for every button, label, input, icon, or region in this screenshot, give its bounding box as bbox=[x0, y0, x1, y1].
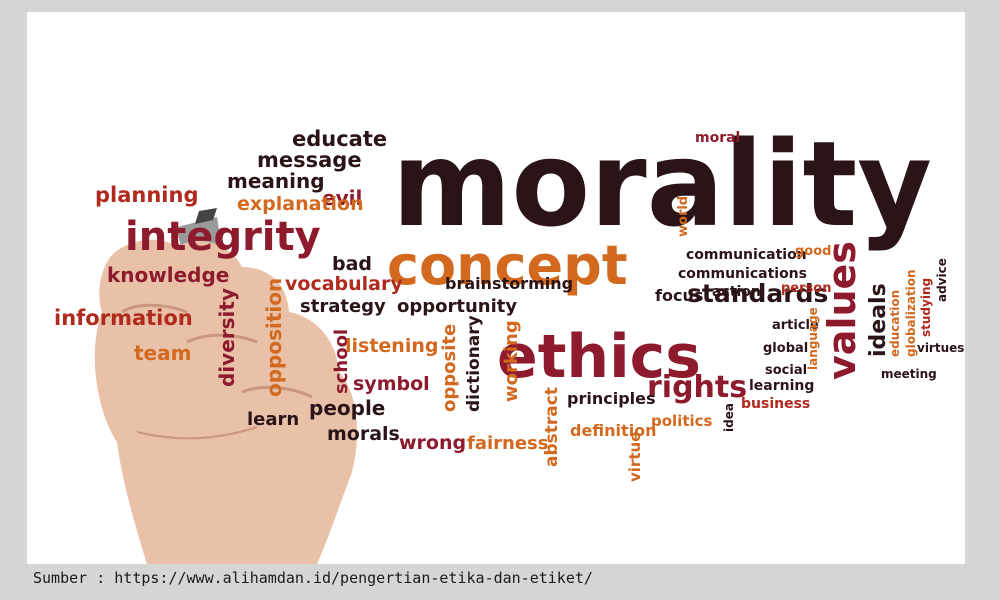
cloud-word-abstract: abstract bbox=[542, 387, 562, 467]
cloud-word-focus: focus bbox=[655, 286, 703, 305]
cloud-word-opposition: opposition bbox=[262, 278, 286, 397]
cloud-word-diversity: diversity bbox=[215, 288, 239, 387]
cloud-word-integrity: integrity bbox=[125, 214, 321, 260]
cloud-word-school: school bbox=[331, 329, 352, 394]
cloud-word-opportunity: opportunity bbox=[397, 296, 517, 317]
cloud-word-learning: learning bbox=[749, 378, 814, 394]
cloud-word-virtue: virtue bbox=[626, 432, 644, 482]
cloud-word-wrong: wrong bbox=[399, 432, 466, 454]
cloud-word-vocabulary: vocabulary bbox=[285, 273, 403, 295]
cloud-word-rights: rights bbox=[647, 370, 747, 405]
cloud-word-knowledge: knowledge bbox=[107, 263, 229, 287]
cloud-word-dictionary: dictionary bbox=[464, 315, 484, 412]
cloud-word-studying: studying bbox=[919, 278, 933, 337]
cloud-word-evil: evil bbox=[322, 186, 362, 210]
cloud-word-article: article bbox=[772, 318, 819, 333]
cloud-word-principles: principles bbox=[567, 389, 656, 408]
cloud-word-advice: advice bbox=[935, 258, 949, 302]
cloud-word-concept: concept bbox=[387, 234, 628, 297]
cloud-word-listening: listening bbox=[345, 335, 438, 357]
cloud-word-standards: standards bbox=[687, 279, 828, 308]
cloud-word-brainstorming: brainstorming bbox=[445, 274, 573, 293]
cloud-word-morality: morality bbox=[392, 115, 932, 253]
cloud-word-learn: learn bbox=[247, 409, 299, 430]
cloud-word-person: person bbox=[781, 281, 831, 296]
cloud-word-educate: educate bbox=[292, 127, 387, 151]
cloud-word-morals: morals bbox=[327, 423, 400, 445]
cloud-word-fairness: fairness bbox=[467, 433, 548, 454]
cloud-word-message: message bbox=[257, 148, 362, 172]
cloud-word-working: working bbox=[501, 320, 522, 402]
cloud-word-action: action bbox=[712, 284, 761, 300]
image-frame: morality concept ethics integrity values stan… bbox=[27, 12, 965, 564]
cloud-word-meaning: meaning bbox=[227, 169, 325, 193]
cloud-word-communications: communications bbox=[678, 266, 807, 282]
cloud-word-communication: communication bbox=[686, 247, 807, 263]
cloud-word-people: people bbox=[309, 396, 385, 420]
cloud-word-planning: planning bbox=[95, 183, 198, 207]
cloud-word-idea: idea bbox=[722, 403, 736, 432]
hand-with-marker bbox=[94, 208, 358, 564]
cloud-word-politics: politics bbox=[651, 412, 713, 430]
cloud-word-world: world bbox=[676, 196, 691, 237]
cloud-word-virtues: virtues bbox=[917, 341, 964, 355]
cloud-word-good: good bbox=[795, 244, 831, 259]
cloud-word-explanation: explanation bbox=[237, 193, 364, 215]
cloud-word-bad: bad bbox=[332, 253, 372, 275]
cloud-word-globalization: globalization bbox=[904, 269, 918, 357]
cloud-word-values: values bbox=[820, 241, 864, 380]
cloud-word-language: language bbox=[806, 307, 820, 370]
cloud-word-education: education bbox=[888, 290, 902, 357]
cloud-word-ideals: ideals bbox=[866, 283, 891, 357]
cloud-word-strategy: strategy bbox=[300, 296, 386, 317]
cloud-word-meeting: meeting bbox=[881, 367, 937, 381]
cloud-word-social: social bbox=[765, 363, 807, 378]
cloud-word-moral: moral bbox=[695, 130, 740, 146]
cloud-word-opposite: opposite bbox=[439, 324, 460, 412]
cloud-word-definition: definition bbox=[570, 421, 657, 440]
cloud-word-symbol: symbol bbox=[353, 373, 430, 395]
cloud-word-ethics: ethics bbox=[497, 322, 701, 392]
cloud-word-information: information bbox=[54, 306, 193, 330]
cloud-word-business: business bbox=[741, 396, 810, 412]
cloud-word-team: team bbox=[134, 341, 191, 365]
source-caption: Sumber : https://www.alihamdan.id/penger… bbox=[33, 569, 593, 587]
cloud-word-global: global bbox=[763, 341, 808, 356]
